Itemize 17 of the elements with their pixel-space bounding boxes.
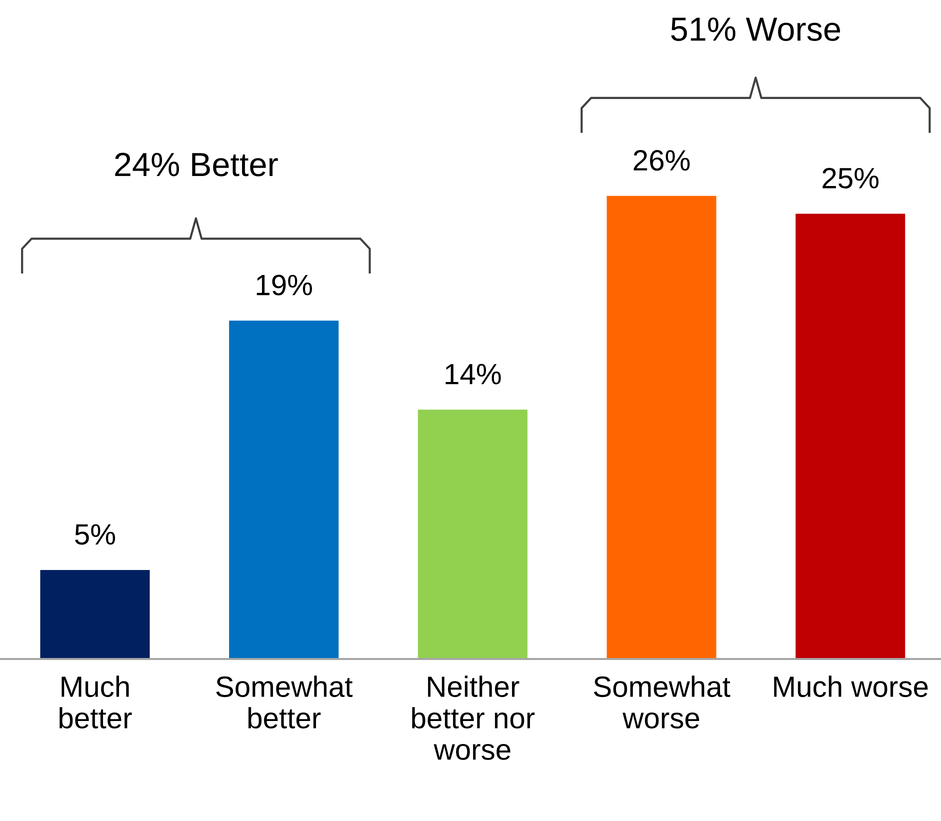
bar	[418, 410, 528, 659]
data-label: 14%	[446, 364, 501, 384]
x-tick-label: Somewhat better	[216, 676, 353, 729]
x-tick-label: Much worse	[774, 676, 928, 698]
bar	[229, 320, 339, 659]
bar	[796, 214, 906, 659]
data-label: 5%	[75, 524, 116, 545]
data-label: 26%	[634, 150, 690, 171]
x-tick-label: Much better	[60, 676, 132, 729]
data-label: 19%	[256, 274, 312, 296]
text: 24% Better	[115, 152, 278, 176]
text: 51% Worse	[671, 18, 840, 42]
bar	[606, 196, 716, 659]
x-tick-label: Somewhat worse	[594, 676, 730, 729]
x-tick-label: Neither better nor worse	[412, 676, 535, 760]
data-label: 25%	[822, 168, 879, 189]
bar	[40, 570, 150, 659]
